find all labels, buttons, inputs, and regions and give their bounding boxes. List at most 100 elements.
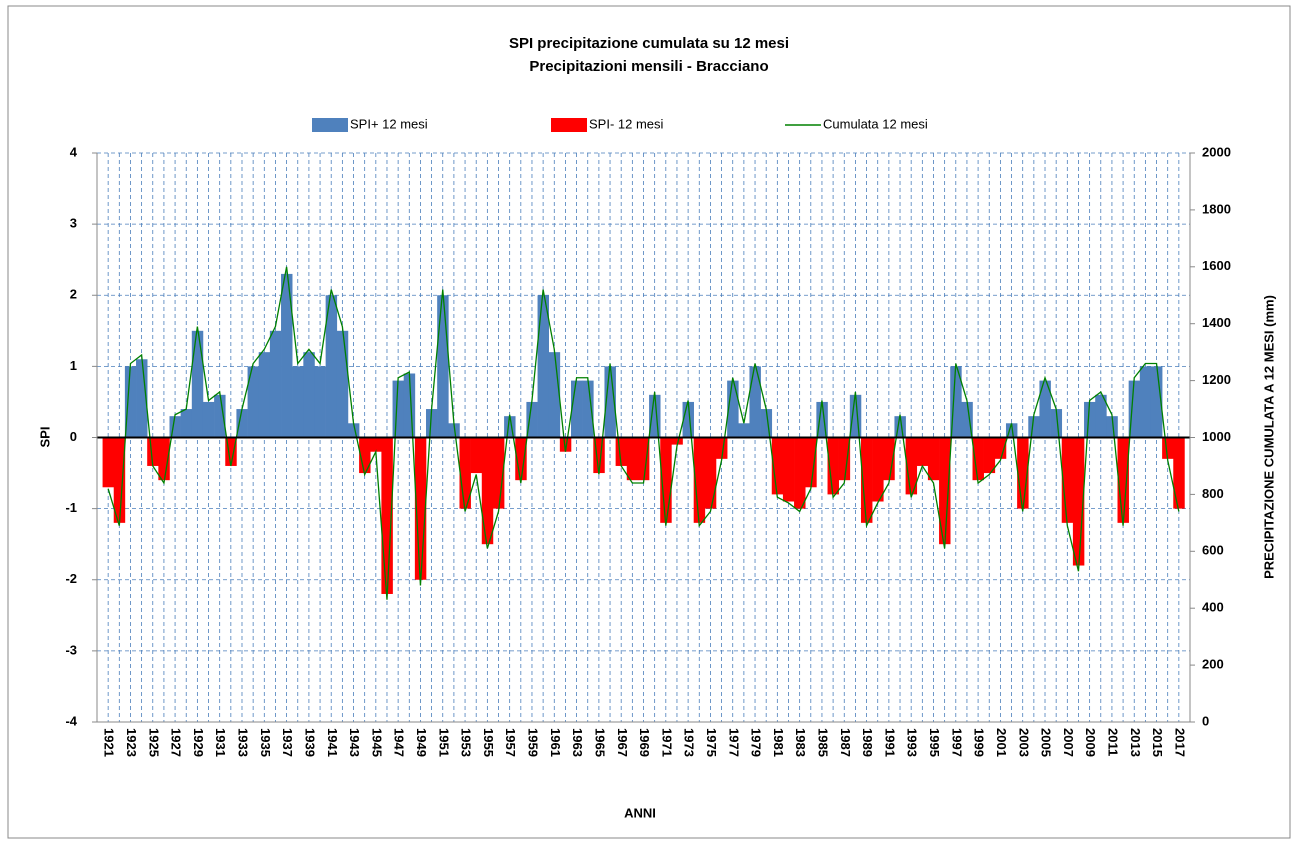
legend-swatch [312,118,348,132]
chart-title: SPI precipitazione cumulata su 12 mesi [509,35,789,52]
spi-bar [1173,437,1185,509]
spi-bar [794,437,806,509]
x-tick-label: 1961 [548,728,563,757]
spi-bar [1139,366,1152,438]
spi-bar [849,394,862,438]
x-tick-label: 1973 [682,728,697,757]
spi-bar [961,401,973,438]
spi-bar [147,437,159,466]
x-tick-label: 2005 [1039,728,1054,757]
legend-label: SPI- 12 mesi [589,116,664,131]
x-tick-label: 1949 [414,728,429,757]
spi-bar [1039,380,1051,438]
spi-bar [660,437,672,523]
x-tick-label: 1955 [481,728,496,757]
x-tick-label: 1941 [325,728,340,757]
x-tick-label: 2011 [1105,728,1120,756]
spi-bar [481,437,494,545]
x-tick-label: 1951 [436,728,451,757]
spi-bar [1050,409,1063,438]
spi-bar [113,437,126,523]
cumulata-line [107,266,1180,600]
spi-bar [1150,366,1163,438]
spi-bar [1017,437,1029,509]
y2-tick-label: 1200 [1202,372,1231,387]
spi-bar [403,373,416,438]
spi-bar [593,437,605,474]
x-tick-label: 1965 [592,728,607,757]
x-tick-label: 1967 [615,728,630,757]
spi-bar [994,437,1007,459]
y-axis-label: SPI [37,427,52,448]
y2-tick-label: 1400 [1202,315,1231,330]
spi-bar [437,295,449,438]
spi-bar [760,409,773,438]
x-tick-label: 1983 [793,728,808,757]
y-tick-label: 0 [70,429,77,444]
spi-bar [124,366,137,438]
x-tick-label: 1981 [771,728,786,757]
spi-bar [448,423,460,438]
x-tick-label: 1957 [503,728,518,757]
spi-bar [381,437,393,594]
spi-bar [169,416,181,438]
spi-bar [649,394,661,438]
spi-bar [1162,437,1174,459]
spi-bar [682,401,694,438]
y-tick-label: 1 [70,358,77,373]
spi-bar [459,437,471,509]
y-tick-label: -4 [65,713,77,728]
spi-bar [336,330,349,438]
spi-bar [805,437,817,488]
spi-bar [749,366,761,438]
spi-bar [827,437,839,495]
spi-bar [894,416,906,438]
spi-bar [492,437,505,509]
x-tick-label: 1969 [637,728,652,757]
y2-tick-label: 600 [1202,543,1224,558]
x-tick-label: 1929 [191,728,206,757]
x-tick-label: 1939 [302,728,317,757]
spi-bar [704,437,717,509]
x-tick-label: 1925 [146,728,161,757]
spi-bar [816,401,828,438]
x-tick-label: 1987 [838,728,853,757]
spi-bar [916,437,929,466]
spi-bar [972,437,984,481]
x-tick-label: 1921 [102,728,117,757]
y2-tick-label: 1800 [1202,201,1231,216]
x-tick-label: 1943 [347,728,362,757]
x-tick-label: 1947 [392,728,407,757]
spi-bar [537,295,549,438]
spi-bar [102,437,115,488]
spi-bar [504,416,516,438]
spi-bar [158,437,170,481]
x-tick-label: 1959 [526,728,541,757]
spi-bar [392,380,405,438]
spi-bar [314,366,326,438]
spi-bar [281,273,293,438]
spi-bar [236,409,248,438]
legend-label: SPI+ 12 mesi [350,116,428,131]
x-tick-label: 2017 [1172,728,1187,757]
spi-bar [414,437,427,580]
x-tick-label: 2009 [1083,728,1098,757]
spi-bar [292,366,304,438]
x-tick-label: 1977 [726,728,741,757]
spi-bar [214,394,226,438]
x-tick-label: 1979 [749,728,764,757]
spi-bar [303,352,315,438]
spi-bar [771,437,784,495]
spi-bar [347,423,360,438]
y2-tick-label: 1000 [1202,429,1231,444]
spi-bar [637,437,650,481]
spi-bar [370,437,382,452]
x-tick-label: 2007 [1061,728,1076,757]
x-tick-label: 1927 [169,728,184,757]
x-tick-label: 1989 [860,728,875,757]
y-tick-label: 3 [70,216,77,231]
x-tick-label: 1997 [949,728,964,757]
y2-tick-label: 0 [1202,713,1209,728]
y2-axis-label: PRECIPITAZIONE CUMULATA A 12 MESI (mm) [1261,295,1276,579]
